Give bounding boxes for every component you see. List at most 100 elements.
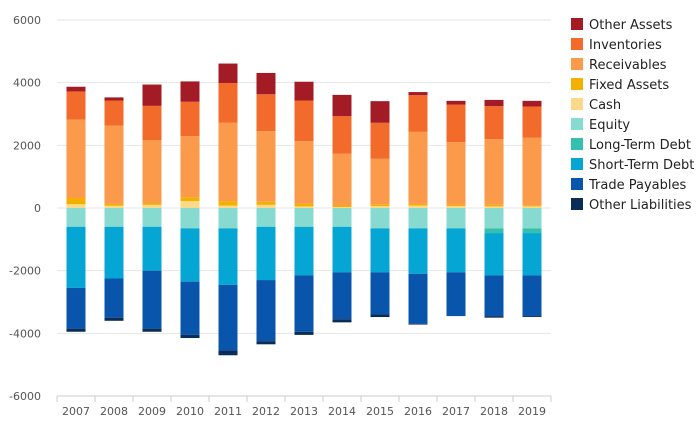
- x-tick-label: 2012: [252, 405, 280, 418]
- bar-segment-receivables: [370, 158, 390, 205]
- legend-item-trade-payables: Trade Payables: [571, 178, 686, 193]
- bar-stack-2019: [522, 100, 542, 318]
- bar-segment-short-term-debt: [256, 226, 276, 281]
- bar-segment-short-term-debt: [522, 233, 542, 276]
- bar-segment-fixed-assets: [370, 204, 390, 207]
- x-tick-label: 2014: [328, 405, 356, 418]
- bar-segment-equity: [142, 208, 162, 227]
- x-tick-label: 2010: [176, 405, 204, 418]
- x-tick-label: 2019: [518, 405, 546, 418]
- bar-segment-other-assets: [180, 81, 200, 102]
- bar-stack-2007: [66, 86, 86, 332]
- bar-segment-cash: [256, 204, 276, 208]
- bar-segment-trade-payables: [218, 284, 238, 351]
- bar-segment-receivables: [484, 139, 504, 205]
- bar-segment-short-term-debt: [66, 226, 86, 288]
- bar-segment-other-assets: [142, 84, 162, 106]
- bar-stack-2013: [294, 81, 314, 335]
- bar-segment-inventories: [370, 122, 390, 159]
- bar-stack-2018: [484, 99, 504, 318]
- legend: Other Assets Inventories Receivables Fixed …: [571, 18, 694, 213]
- legend-swatch: [571, 78, 583, 90]
- bar-segment-inventories: [256, 94, 276, 132]
- bar-segment-trade-payables: [294, 275, 314, 332]
- bar-segment-inventories: [66, 91, 86, 120]
- bar-segment-short-term-debt: [104, 226, 124, 279]
- bar-segment-trade-payables: [484, 275, 504, 317]
- bar-segment-long-term-debt: [484, 228, 504, 234]
- bar-segment-inventories: [294, 100, 314, 142]
- bar-segment-trade-payables: [522, 275, 542, 317]
- bar-stack-2017: [446, 100, 466, 317]
- bar-segment-trade-payables: [142, 270, 162, 329]
- y-tick-label: -2000: [9, 265, 41, 278]
- bar-segment-other-assets: [408, 92, 428, 96]
- bar-segment-fixed-assets: [522, 205, 542, 207]
- bar-segment-equity: [104, 208, 124, 227]
- y-tick-label: -6000: [9, 390, 41, 403]
- bar-segment-other-assets: [218, 63, 238, 83]
- bar-segment-cash: [104, 205, 124, 208]
- legend-item-short-term-debt: Short-Term Debt: [571, 158, 694, 173]
- bar-segment-other-liabilities: [256, 341, 276, 345]
- bar-segment-equity: [180, 208, 200, 229]
- legend-label: Short-Term Debt: [589, 158, 694, 173]
- x-tick-label: 2018: [480, 405, 508, 418]
- x-tick-label: 2008: [100, 405, 128, 418]
- legend-item-long-term-debt: Long-Term Debt: [571, 138, 691, 153]
- legend-item-receivables: Receivables: [571, 58, 667, 73]
- legend-swatch: [571, 178, 583, 190]
- bar-segment-short-term-debt: [218, 228, 238, 285]
- bar-segment-receivables: [256, 131, 276, 202]
- bar-segment-cash: [66, 204, 86, 208]
- bar-segment-other-assets: [446, 100, 466, 105]
- bar-segment-receivables: [332, 153, 352, 206]
- bar-segment-receivables: [446, 142, 466, 205]
- bar-segment-fixed-assets: [142, 202, 162, 205]
- bar-segment-other-assets: [104, 97, 124, 101]
- bar-segment-inventories: [332, 116, 352, 154]
- legend-item-inventories: Inventories: [571, 38, 662, 53]
- y-tick-label: -4000: [9, 327, 41, 340]
- bar-segment-other-liabilities: [522, 316, 542, 318]
- bar-segment-trade-payables: [104, 278, 124, 318]
- bar-stack-2015: [370, 101, 390, 318]
- bar-segment-inventories: [142, 105, 162, 141]
- bar-segment-other-assets: [66, 86, 86, 92]
- bar-segment-fixed-assets: [180, 197, 200, 202]
- bar-segment-cash: [522, 206, 542, 208]
- bar-stack-2010: [180, 81, 200, 339]
- bar-segment-cash: [180, 201, 200, 208]
- bar-segment-fixed-assets: [256, 201, 276, 205]
- bar-segment-other-liabilities: [180, 334, 200, 339]
- bar-segment-short-term-debt: [408, 228, 428, 274]
- bar-segment-other-assets: [484, 99, 504, 107]
- bar-segment-cash: [446, 206, 466, 208]
- bar-segment-receivables: [218, 122, 238, 202]
- bar-segment-fixed-assets: [484, 204, 504, 207]
- bar-segment-fixed-assets: [66, 197, 86, 205]
- bar-segment-equity: [408, 208, 428, 229]
- bar-segment-other-liabilities: [408, 323, 428, 325]
- bar-segment-equity: [370, 208, 390, 229]
- bar-segment-inventories: [484, 106, 504, 140]
- bar-segment-long-term-debt: [522, 228, 542, 234]
- legend-label: Fixed Assets: [589, 78, 669, 93]
- bar-segment-other-assets: [370, 101, 390, 123]
- bar-segment-short-term-debt: [180, 228, 200, 282]
- bar-segment-equity: [522, 208, 542, 229]
- bar-segment-trade-payables: [256, 280, 276, 342]
- bar-segment-other-liabilities: [294, 331, 314, 335]
- x-tick-label: 2011: [214, 405, 242, 418]
- legend-item-fixed-assets: Fixed Assets: [571, 78, 669, 93]
- bar-stack-2011: [218, 63, 238, 356]
- legend-label: Long-Term Debt: [589, 138, 691, 153]
- bar-segment-fixed-assets: [104, 203, 124, 206]
- legend-item-equity: Equity: [571, 118, 630, 133]
- bar-stacks: [66, 63, 542, 356]
- bar-segment-inventories: [446, 104, 466, 143]
- bar-segment-other-liabilities: [332, 319, 352, 323]
- bar-segment-other-liabilities: [104, 317, 124, 321]
- bar-segment-other-assets: [256, 72, 276, 95]
